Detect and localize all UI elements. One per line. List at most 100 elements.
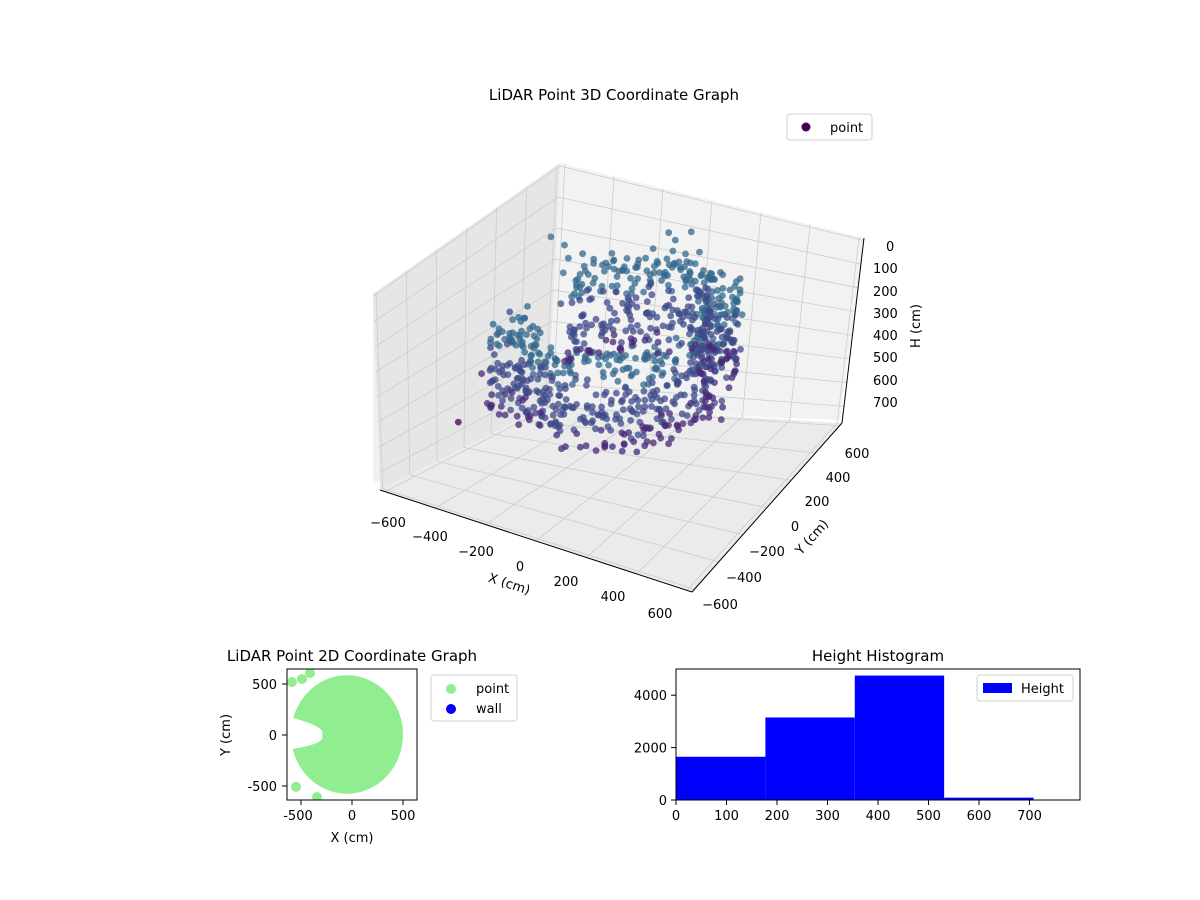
data-point — [711, 276, 718, 283]
data-point — [688, 303, 696, 311]
data-point — [559, 269, 567, 277]
data-point — [610, 265, 618, 273]
data-point — [710, 345, 718, 353]
data-point — [555, 392, 562, 399]
data-point — [707, 331, 715, 338]
data-point — [501, 391, 509, 398]
data-point — [640, 387, 648, 395]
data-point — [576, 323, 584, 330]
data-point — [667, 324, 675, 331]
data-point — [524, 413, 532, 421]
data-point — [647, 279, 655, 287]
z-tick-label: 300 — [873, 307, 898, 322]
x-tick-label: 500 — [916, 809, 941, 824]
z-tick-labels: 0 100 200 300 400 500 600 700 — [873, 240, 898, 411]
data-point — [600, 373, 607, 381]
data-point — [692, 400, 700, 408]
data-point — [649, 373, 656, 381]
data-point — [495, 342, 503, 350]
gridline — [376, 289, 554, 398]
y-tick-label: 500 — [252, 678, 277, 693]
x-tick-label: 300 — [815, 809, 840, 824]
data-point — [578, 280, 586, 288]
data-point — [287, 677, 297, 688]
data-point — [577, 345, 584, 353]
data-point — [698, 271, 706, 278]
data-point — [689, 309, 696, 317]
data-point — [599, 287, 607, 295]
data-point — [515, 421, 523, 429]
data-point — [564, 349, 572, 357]
data-point — [683, 258, 691, 265]
data-point — [633, 448, 641, 456]
data-point — [679, 420, 687, 428]
data-point — [624, 294, 632, 302]
data-point — [583, 324, 590, 332]
gridline — [435, 249, 438, 462]
data-point — [692, 341, 700, 348]
gridline — [559, 165, 864, 241]
data-point — [494, 359, 501, 367]
data-point — [597, 332, 605, 340]
histogram-x-ticks: 0 100 200 300 400 500 600 700 — [672, 800, 1042, 824]
data-point — [730, 354, 738, 362]
data-point — [618, 447, 626, 455]
data-point — [660, 351, 668, 359]
data-point — [559, 369, 567, 377]
gridline — [463, 447, 768, 508]
data-point — [720, 340, 728, 348]
data-point — [632, 354, 639, 362]
data-point — [579, 250, 586, 258]
data-point — [580, 330, 588, 338]
data-point — [669, 295, 677, 303]
gridline — [586, 416, 743, 558]
data-point — [534, 375, 542, 383]
data-point — [530, 332, 538, 340]
data-point — [699, 414, 707, 421]
data-point — [718, 359, 726, 366]
data-point — [734, 320, 742, 328]
data-point — [663, 382, 671, 389]
y-tick-label: −600 — [702, 598, 738, 613]
data-point — [667, 312, 675, 320]
data-point — [673, 394, 680, 401]
data-point — [672, 369, 679, 377]
data-point — [613, 273, 621, 280]
data-point — [588, 295, 595, 302]
data-point — [702, 284, 709, 292]
data-point — [601, 267, 608, 275]
histogram-y-ticks: 0 2000 4000 — [634, 689, 676, 809]
data-point — [312, 791, 322, 800]
data-point — [662, 405, 670, 413]
data-point — [487, 335, 495, 343]
data-point — [496, 368, 503, 376]
data-point — [565, 254, 572, 262]
data-point — [642, 254, 649, 262]
data-point — [641, 351, 649, 359]
gridline — [518, 419, 816, 454]
data-point — [494, 383, 502, 390]
data-point — [628, 371, 636, 378]
data-point — [478, 370, 485, 377]
data-point — [608, 282, 616, 290]
data-point — [620, 440, 628, 448]
data-point — [566, 328, 573, 336]
data-point — [643, 298, 651, 305]
x-tick-label: −400 — [412, 530, 448, 545]
data-point — [623, 255, 631, 262]
data-point — [524, 303, 531, 310]
data-point — [622, 391, 630, 398]
gridline — [491, 433, 792, 481]
data-point — [659, 369, 667, 377]
data-point — [528, 351, 535, 359]
y-tick-label: −200 — [749, 545, 785, 560]
data-point — [585, 347, 593, 355]
data-point — [733, 278, 740, 285]
data-point — [562, 443, 569, 450]
data-point — [592, 447, 600, 454]
x-tick-label: 600 — [967, 809, 992, 824]
z-tick-label: 600 — [873, 374, 898, 389]
data-point — [660, 270, 668, 278]
data-point — [486, 379, 494, 386]
x-tick-label: 500 — [391, 809, 416, 824]
